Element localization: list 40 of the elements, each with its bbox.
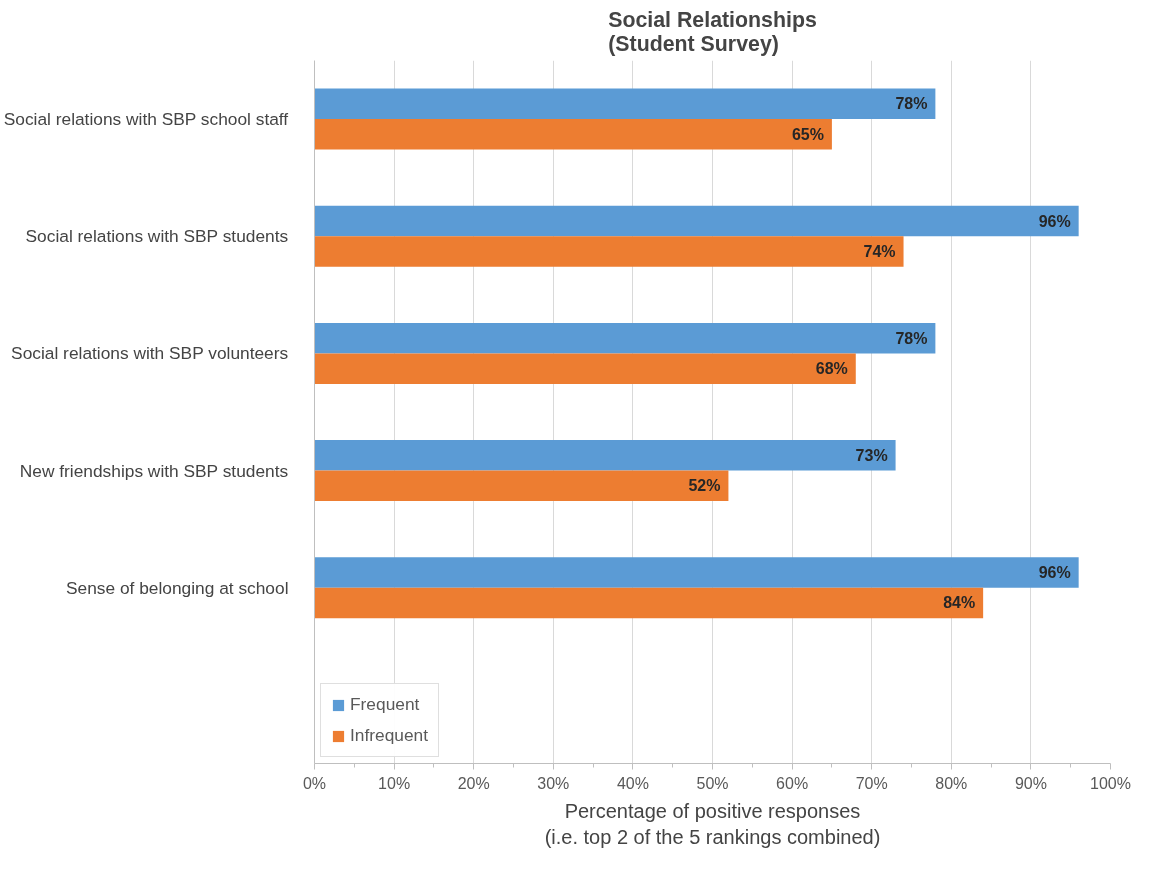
bar [314,587,984,619]
data-label: 74% [863,242,896,260]
x-tick-label: 100% [1090,774,1131,792]
x-tick-label: 40% [616,774,649,792]
x-tick-label: 20% [457,774,490,792]
x-tick-label: 0% [302,774,327,792]
chart-title: Social Relationships (Student Survey) [608,7,817,56]
data-label: 78% [895,329,928,347]
bar [314,353,856,384]
data-label: 78% [895,95,928,113]
legend-label: Infrequent [350,725,429,746]
y-tick-label: New friendships with SBP students [19,460,289,481]
bar [314,440,896,471]
y-tick-label: Social relations with SBP volunteers [11,343,289,364]
data-label: 65% [791,125,824,143]
data-label: 52% [688,477,721,495]
data-label: 96% [1038,564,1071,582]
x-tick-label: 60% [776,774,809,792]
x-tick-label: 80% [935,774,968,792]
y-tick-label: Sense of belonging at school [65,577,289,598]
x-tick-label: 70% [855,774,888,792]
bar [314,557,1079,588]
x-tick-label: 50% [696,774,729,792]
data-label: 68% [815,360,848,378]
x-tick-label: 90% [1014,774,1047,792]
bar [314,205,1079,237]
data-label: 73% [855,446,888,464]
legend-label: Frequent [350,694,420,715]
bar [314,88,936,120]
bar [314,236,904,267]
x-tick-label: 10% [378,774,411,792]
bar [314,470,729,502]
bar [314,119,832,150]
y-tick-label: Social relations with SBP students [25,226,289,247]
x-axis-title: Percentage of positive responses (i.e. top 2 of the 5 rankings combined) [544,799,881,848]
y-tick-label: Social relations with SBP school staff [3,109,289,130]
bar [314,322,936,354]
data-label: 96% [1038,212,1071,230]
x-tick-label: 30% [537,774,570,792]
data-label: 84% [943,594,976,612]
